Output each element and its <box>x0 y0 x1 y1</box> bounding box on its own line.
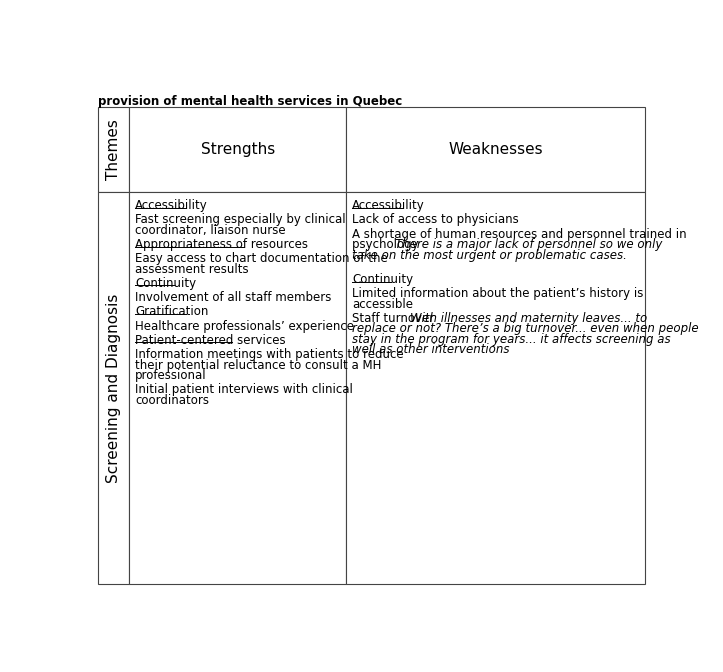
Text: A shortage of human resources and personnel trained in: A shortage of human resources and person… <box>352 228 687 241</box>
Text: stay in the program for years... it affects screening as: stay in the program for years... it affe… <box>352 333 671 346</box>
Text: Lack of access to physicians: Lack of access to physicians <box>352 214 519 226</box>
Text: coordinators: coordinators <box>135 394 210 407</box>
Text: Accessibility: Accessibility <box>352 199 425 212</box>
Bar <box>129 107 346 192</box>
Text: Patient-centered services: Patient-centered services <box>135 334 286 347</box>
Text: Strengths: Strengths <box>200 142 275 157</box>
Text: professional: professional <box>135 369 207 382</box>
Bar <box>129 192 346 584</box>
Text: their potential reluctance to consult a MH: their potential reluctance to consult a … <box>135 359 382 372</box>
Bar <box>346 192 644 584</box>
Text: Limited information about the patient’s history is: Limited information about the patient’s … <box>352 288 643 300</box>
Text: take on the most urgent or problematic cases.: take on the most urgent or problematic c… <box>352 249 627 261</box>
Text: Themes: Themes <box>106 119 121 179</box>
Text: Accessibility: Accessibility <box>135 199 208 212</box>
Text: Involvement of all staff members: Involvement of all staff members <box>135 291 332 304</box>
Text: Continuity: Continuity <box>352 273 414 286</box>
Text: Staff turnover: Staff turnover <box>352 312 438 325</box>
Text: With illnesses and maternity leaves... to: With illnesses and maternity leaves... t… <box>411 312 648 325</box>
Text: accessible: accessible <box>352 298 414 310</box>
Text: Screening and Diagnosis: Screening and Diagnosis <box>106 293 121 482</box>
Text: psychology: psychology <box>352 238 423 251</box>
Text: assessment results: assessment results <box>135 263 249 276</box>
Text: Gratification: Gratification <box>135 306 209 319</box>
Text: provision of mental health services in Quebec: provision of mental health services in Q… <box>98 95 403 108</box>
Text: Fast screening especially by clinical: Fast screening especially by clinical <box>135 214 346 226</box>
Text: There is a major lack of personnel so we only: There is a major lack of personnel so we… <box>395 238 662 251</box>
Text: Healthcare professionals’ experience: Healthcare professionals’ experience <box>135 320 354 333</box>
Text: replace or not? There’s a big turnover... even when people: replace or not? There’s a big turnover..… <box>352 323 699 335</box>
Bar <box>98 107 129 192</box>
Text: Initial patient interviews with clinical: Initial patient interviews with clinical <box>135 383 354 396</box>
Text: well as other interventions: well as other interventions <box>352 343 510 356</box>
Text: Weaknesses: Weaknesses <box>448 142 543 157</box>
Text: Appropriateness of resources: Appropriateness of resources <box>135 238 308 251</box>
Text: Information meetings with patients to reduce: Information meetings with patients to re… <box>135 348 404 362</box>
Text: Easy access to chart documentation of the: Easy access to chart documentation of th… <box>135 253 388 265</box>
Bar <box>98 192 129 584</box>
Text: coordinator, liaison nurse: coordinator, liaison nurse <box>135 224 286 237</box>
Bar <box>346 107 644 192</box>
Text: Continuity: Continuity <box>135 277 197 290</box>
